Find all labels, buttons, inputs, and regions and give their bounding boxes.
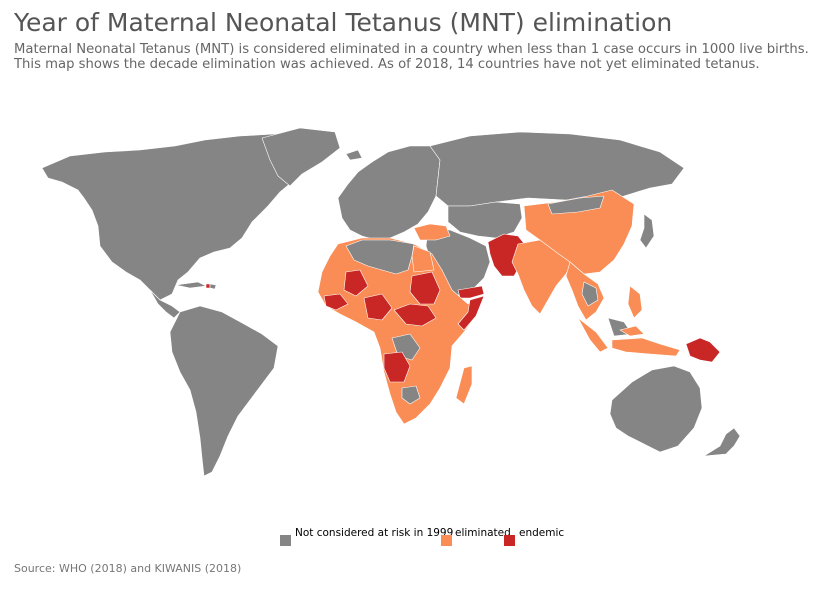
country-japan[interactable]	[639, 213, 655, 249]
legend-item-not-at-risk	[280, 535, 291, 546]
country-somalia[interactable]	[457, 295, 485, 331]
region-cuba[interactable]	[175, 281, 207, 289]
country-nigeria[interactable]	[363, 293, 393, 321]
country-egypt[interactable]	[411, 245, 435, 273]
country-guinea[interactable]	[323, 293, 349, 311]
legend-swatch-red	[504, 535, 515, 546]
country-sudan[interactable]	[409, 271, 441, 305]
chart-title: Year of Maternal Neonatal Tetanus (MNT) …	[14, 8, 673, 37]
country-new-zealand[interactable]	[703, 427, 741, 457]
region-russia[interactable]	[429, 131, 685, 207]
country-papua-new-guinea[interactable]	[685, 337, 721, 363]
legend-label-endemic: endemic	[519, 527, 565, 539]
world-map	[41, 127, 741, 477]
country-thailand[interactable]	[581, 281, 599, 307]
source-note: Source: WHO (2018) and KIWANIS (2018)	[14, 562, 242, 575]
region-hispaniola[interactable]	[209, 283, 217, 290]
country-south-sudan-car[interactable]	[393, 303, 437, 327]
legend-label-not-at-risk: Not considered at risk in 1999	[295, 527, 454, 539]
legend-label-eliminated: eliminated	[455, 527, 511, 539]
legend-swatch-gray	[280, 535, 291, 546]
country-mongolia[interactable]	[547, 195, 605, 215]
legend-item-eliminated	[441, 535, 452, 546]
country-madagascar[interactable]	[455, 365, 473, 405]
country-mali[interactable]	[343, 269, 369, 297]
country-indonesia[interactable]	[577, 317, 681, 357]
legend-swatch-orange	[441, 535, 452, 546]
country-australia[interactable]	[609, 365, 703, 453]
region-south-america[interactable]	[169, 305, 279, 477]
country-haiti[interactable]	[205, 283, 211, 289]
country-turkey[interactable]	[413, 223, 451, 241]
region-iceland[interactable]	[345, 149, 363, 161]
country-botswana[interactable]	[401, 385, 421, 405]
region-north-africa[interactable]	[345, 239, 415, 275]
legend-item-endemic	[504, 535, 515, 546]
region-greenland[interactable]	[261, 127, 341, 187]
country-angola[interactable]	[383, 351, 411, 383]
region-central-asia[interactable]	[447, 201, 523, 239]
legend: Not considered at risk in 1999 eliminate…	[0, 526, 840, 550]
country-philippines[interactable]	[627, 285, 643, 319]
region-central-america[interactable]	[149, 289, 181, 319]
chart-subtitle: Maternal Neonatal Tetanus (MNT) is consi…	[14, 42, 809, 72]
region-north-america[interactable]	[41, 131, 333, 301]
